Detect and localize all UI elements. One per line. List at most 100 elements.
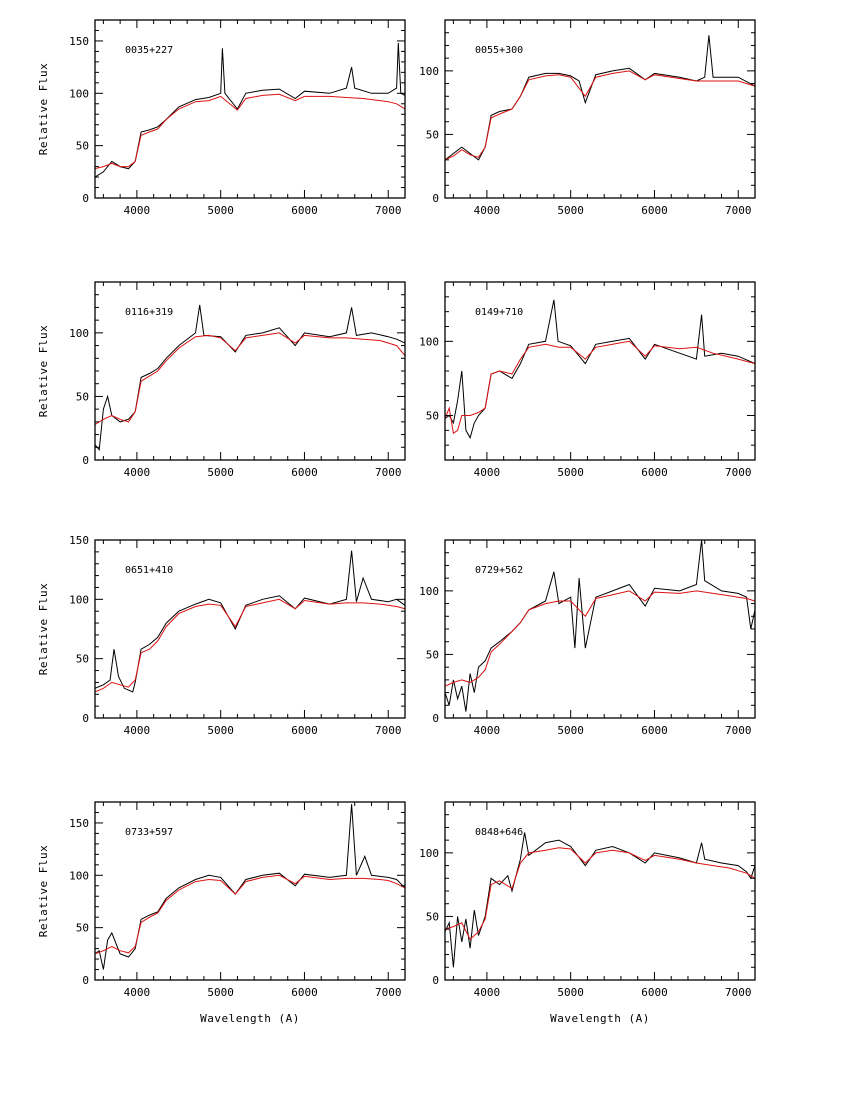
plot-frame <box>94 539 406 719</box>
y-tick-label: 50 <box>426 648 439 661</box>
panel-label: 0729+562 <box>475 565 523 576</box>
x-tick-label: 5000 <box>207 986 234 999</box>
x-tick-label: 7000 <box>725 466 752 479</box>
x-tick-label: 5000 <box>557 724 584 737</box>
x-tick-label: 7000 <box>725 724 752 737</box>
y-tick-label: 100 <box>69 87 89 100</box>
observed-spectrum-line <box>445 832 755 968</box>
model-spectrum-line <box>445 340 755 435</box>
panel-0848+646: 4000 5000 6000 7000 0 50 100 0848+646 Wavelength… <box>419 801 756 1025</box>
x-tick-label: 5000 <box>557 204 584 217</box>
x-tick-label: 4000 <box>124 724 151 737</box>
x-tick-label: 4000 <box>474 204 501 217</box>
y-tick-label: 150 <box>69 817 89 830</box>
x-tick-label: 7000 <box>375 466 402 479</box>
model-spectrum-line <box>445 590 755 687</box>
x-tick-label: 7000 <box>375 986 402 999</box>
x-tick-label: 4000 <box>124 466 151 479</box>
panel-label: 0848+646 <box>475 827 523 838</box>
panel-label: 0035+227 <box>125 45 173 56</box>
x-tick-label: 5000 <box>557 986 584 999</box>
x-tick-label: 6000 <box>641 466 668 479</box>
observed-spectrum-line <box>445 35 755 161</box>
y-tick-label: 50 <box>426 128 439 141</box>
y-axis-label: Relative Flux <box>37 845 50 938</box>
plot-frame <box>94 19 406 199</box>
panel-0149+710: 4000 5000 6000 7000 50 100 0149+710 <box>419 281 756 479</box>
x-tick-label: 4000 <box>474 466 501 479</box>
x-tick-label: 7000 <box>375 204 402 217</box>
x-tick-label: 6000 <box>641 986 668 999</box>
y-tick-label: 100 <box>69 327 89 340</box>
y-tick-label: 100 <box>419 847 439 860</box>
x-tick-label: 7000 <box>375 724 402 737</box>
y-tick-label: 50 <box>426 410 439 423</box>
x-tick-label: 7000 <box>725 204 752 217</box>
panel-label: 0149+710 <box>475 307 523 318</box>
y-tick-label: 50 <box>76 140 89 153</box>
y-tick-label: 100 <box>419 335 439 348</box>
x-tick-label: 7000 <box>725 986 752 999</box>
plot-frame <box>94 801 406 981</box>
y-tick-label: 50 <box>76 922 89 935</box>
y-tick-label: 150 <box>69 534 89 547</box>
observed-spectrum-line <box>95 550 405 693</box>
x-tick-label: 5000 <box>557 466 584 479</box>
model-spectrum-line <box>95 874 405 955</box>
x-tick-label: 5000 <box>207 204 234 217</box>
y-tick-label: 0 <box>432 712 439 725</box>
panel-0651+410: 4000 5000 6000 7000 0 50 100 150 0651+410 Relativ… <box>37 534 406 737</box>
y-tick-label: 50 <box>76 653 89 666</box>
x-axis-label: Wavelength (A) <box>200 1012 300 1025</box>
observed-spectrum-line <box>445 299 755 440</box>
x-axis-label: Wavelength (A) <box>550 1012 650 1025</box>
model-spectrum-line <box>445 70 755 161</box>
y-tick-label: 100 <box>419 65 439 78</box>
panel-label: 0651+410 <box>125 565 173 576</box>
y-tick-label: 150 <box>69 35 89 48</box>
x-tick-label: 6000 <box>291 724 318 737</box>
observed-spectrum-line <box>95 304 405 452</box>
panel-label: 0116+319 <box>125 307 173 318</box>
y-tick-label: 0 <box>82 192 89 205</box>
y-tick-label: 0 <box>432 974 439 987</box>
y-tick-label: 100 <box>69 593 89 606</box>
x-tick-label: 6000 <box>291 466 318 479</box>
panel-label: 0733+597 <box>125 827 173 838</box>
x-tick-label: 4000 <box>124 986 151 999</box>
y-tick-label: 0 <box>82 974 89 987</box>
y-axis-label: Relative Flux <box>37 325 50 418</box>
observed-spectrum-line <box>95 804 405 970</box>
y-tick-label: 100 <box>69 869 89 882</box>
model-spectrum-line <box>95 598 405 693</box>
y-axis-label: Relative Flux <box>37 63 50 156</box>
panel-0733+597: 4000 5000 6000 7000 0 50 100 150 0733+597 Relativ… <box>37 801 406 1025</box>
y-axis-label: Relative Flux <box>37 583 50 676</box>
panel-0116+319: 4000 5000 6000 7000 0 50 100 0116+319 Relative F… <box>37 281 406 479</box>
model-spectrum-line <box>95 93 405 170</box>
x-tick-label: 6000 <box>291 986 318 999</box>
y-tick-label: 50 <box>426 910 439 923</box>
x-tick-label: 6000 <box>641 724 668 737</box>
y-tick-label: 0 <box>82 712 89 725</box>
panel-0729+562: 4000 5000 6000 7000 0 50 100 0729+562 <box>419 539 756 737</box>
panel-0055+300: 4000 5000 6000 7000 0 50 100 0055+300 <box>419 19 756 217</box>
y-tick-label: 100 <box>419 585 439 598</box>
x-tick-label: 4000 <box>124 204 151 217</box>
x-tick-label: 5000 <box>207 724 234 737</box>
x-tick-label: 6000 <box>641 204 668 217</box>
observed-spectrum-line <box>445 540 755 712</box>
x-tick-label: 4000 <box>474 724 501 737</box>
panel-label: 0055+300 <box>475 45 523 56</box>
x-tick-label: 5000 <box>207 466 234 479</box>
model-spectrum-line <box>445 847 755 941</box>
y-tick-label: 50 <box>76 390 89 403</box>
panel-0035+227: 4000 5000 6000 7000 0 50 100 150 0035+227 Relativ… <box>37 19 406 217</box>
x-tick-label: 6000 <box>291 204 318 217</box>
x-tick-label: 4000 <box>474 986 501 999</box>
observed-spectrum-line <box>95 42 405 178</box>
model-spectrum-line <box>95 332 405 425</box>
y-tick-label: 0 <box>82 454 89 467</box>
y-tick-label: 0 <box>432 192 439 205</box>
